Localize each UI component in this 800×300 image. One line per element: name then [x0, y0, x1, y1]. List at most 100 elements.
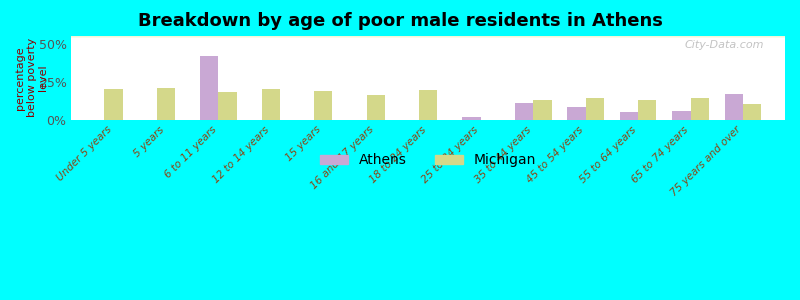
Bar	[71, 37, 785, 38]
Bar	[71, 36, 785, 37]
Bar	[71, 37, 785, 38]
Bar	[71, 36, 785, 37]
Bar	[71, 36, 785, 37]
Bar	[71, 37, 785, 38]
Bar	[586, 98, 604, 120]
Bar	[71, 37, 785, 38]
Bar	[71, 37, 785, 38]
Bar	[71, 37, 785, 38]
Bar	[71, 36, 785, 37]
Bar	[71, 36, 785, 37]
Bar	[71, 36, 785, 37]
Bar	[462, 117, 481, 120]
Bar	[71, 36, 785, 37]
Bar	[71, 37, 785, 38]
Bar	[71, 36, 785, 37]
Bar	[419, 90, 438, 120]
Bar	[262, 89, 280, 120]
Bar	[71, 36, 785, 37]
Bar	[71, 37, 785, 38]
Bar	[71, 37, 785, 38]
Bar	[71, 36, 785, 37]
Bar	[71, 36, 785, 37]
Bar	[71, 37, 785, 38]
Bar	[71, 37, 785, 38]
Bar	[71, 36, 785, 37]
Bar	[314, 92, 333, 120]
Bar	[567, 107, 586, 120]
Bar	[71, 37, 785, 38]
Bar	[71, 36, 785, 37]
Bar	[71, 36, 785, 37]
Bar	[725, 94, 743, 120]
Bar	[71, 36, 785, 37]
Bar	[71, 37, 785, 38]
Bar	[71, 36, 785, 37]
Bar	[71, 37, 785, 38]
Bar	[71, 37, 785, 38]
Bar	[71, 37, 785, 38]
Bar	[71, 37, 785, 38]
Bar	[71, 37, 785, 38]
Bar	[71, 37, 785, 38]
Bar	[71, 36, 785, 37]
Bar	[71, 36, 785, 37]
Bar	[71, 37, 785, 38]
Bar	[71, 37, 785, 38]
Bar	[71, 37, 785, 38]
Bar	[366, 94, 385, 120]
Bar	[71, 36, 785, 37]
Bar	[71, 37, 785, 38]
Bar	[71, 37, 785, 38]
Bar	[71, 36, 785, 37]
Bar	[71, 36, 785, 37]
Bar	[514, 103, 533, 120]
Bar	[71, 36, 785, 37]
Bar	[71, 36, 785, 37]
Bar	[71, 37, 785, 38]
Bar	[71, 36, 785, 37]
Bar	[71, 36, 785, 37]
Bar	[71, 37, 785, 38]
Text: City-Data.com: City-Data.com	[684, 40, 763, 50]
Bar	[71, 37, 785, 38]
Bar	[71, 36, 785, 37]
Bar	[71, 36, 785, 37]
Bar	[71, 36, 785, 37]
Bar	[71, 36, 785, 37]
Bar	[71, 37, 785, 38]
Bar	[71, 37, 785, 38]
Bar	[71, 36, 785, 37]
Bar	[71, 36, 785, 37]
Bar	[71, 37, 785, 38]
Bar	[71, 36, 785, 37]
Bar	[157, 88, 175, 120]
Bar	[71, 37, 785, 38]
Bar	[200, 56, 218, 120]
Bar	[71, 36, 785, 37]
Bar	[104, 89, 122, 120]
Legend: Athens, Michigan: Athens, Michigan	[314, 148, 542, 173]
Bar	[71, 36, 785, 37]
Bar	[71, 36, 785, 37]
Bar	[71, 36, 785, 37]
Bar	[71, 37, 785, 38]
Bar	[71, 37, 785, 38]
Bar	[71, 36, 785, 37]
Bar	[71, 36, 785, 37]
Bar	[71, 36, 785, 37]
Bar	[71, 36, 785, 37]
Bar	[71, 36, 785, 37]
Bar	[218, 92, 237, 120]
Bar	[71, 36, 785, 37]
Bar	[71, 36, 785, 37]
Bar	[71, 37, 785, 38]
Bar	[71, 36, 785, 37]
Bar	[71, 37, 785, 38]
Bar	[743, 104, 762, 120]
Bar	[533, 100, 551, 120]
Bar	[71, 36, 785, 37]
Bar	[71, 37, 785, 38]
Bar	[71, 36, 785, 37]
Bar	[71, 36, 785, 37]
